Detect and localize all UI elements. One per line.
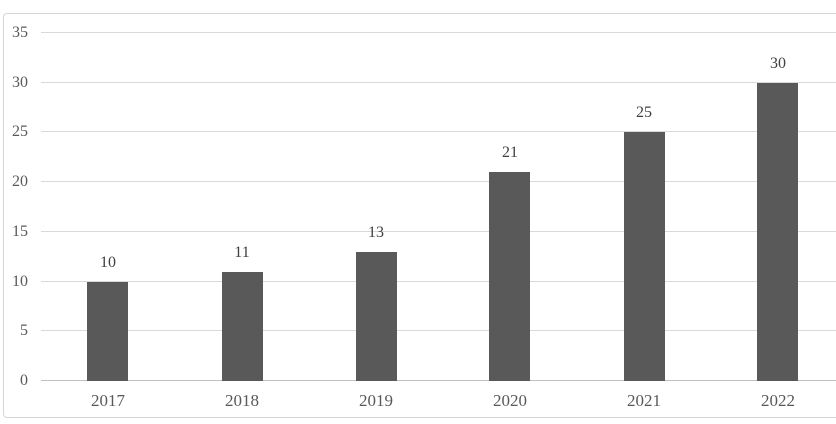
y-tick-label: 30 <box>12 73 28 91</box>
gridline <box>41 81 836 83</box>
chart-border-frame <box>3 13 836 418</box>
gridline <box>41 330 836 332</box>
bar <box>87 281 129 381</box>
y-tick-label: 15 <box>12 222 28 240</box>
bar <box>623 132 665 381</box>
plot-area: 10 11 13 21 25 30 <box>41 32 836 381</box>
x-axis-labels: 2017 2018 2019 2020 2021 2022 <box>41 392 836 412</box>
x-tick-label: 2022 <box>761 391 795 410</box>
bar-value-label: 25 <box>636 104 652 122</box>
gridline <box>41 230 836 232</box>
bar-value-label: 10 <box>99 253 116 271</box>
y-axis-labels: 0 5 10 15 20 25 30 35 <box>0 25 30 389</box>
bar <box>757 82 799 381</box>
x-tick-label: 2017 <box>90 391 125 410</box>
y-tick-label: 5 <box>20 322 28 340</box>
y-tick-label: 10 <box>12 272 28 290</box>
y-tick-label: 35 <box>12 24 28 41</box>
bar <box>355 251 397 381</box>
bar-value-label: 11 <box>234 243 250 261</box>
bar-value-label: 30 <box>769 54 786 72</box>
gridline <box>41 280 836 282</box>
y-tick-label: 25 <box>12 123 28 141</box>
x-tick-label: 2018 <box>225 391 259 410</box>
x-axis-line <box>41 380 836 381</box>
bar-value-label: 13 <box>368 223 384 241</box>
x-tick-label: 2020 <box>493 391 527 410</box>
x-tick-label: 2019 <box>359 391 393 410</box>
bar <box>221 271 263 381</box>
gridline <box>41 181 836 183</box>
x-tick-label: 2021 <box>627 391 661 410</box>
y-tick-label: 0 <box>20 372 28 389</box>
gridline <box>41 131 836 133</box>
y-tick-label: 20 <box>12 173 28 191</box>
bar <box>489 172 531 381</box>
bar-value-label: 21 <box>501 144 518 162</box>
gridline <box>41 32 836 33</box>
